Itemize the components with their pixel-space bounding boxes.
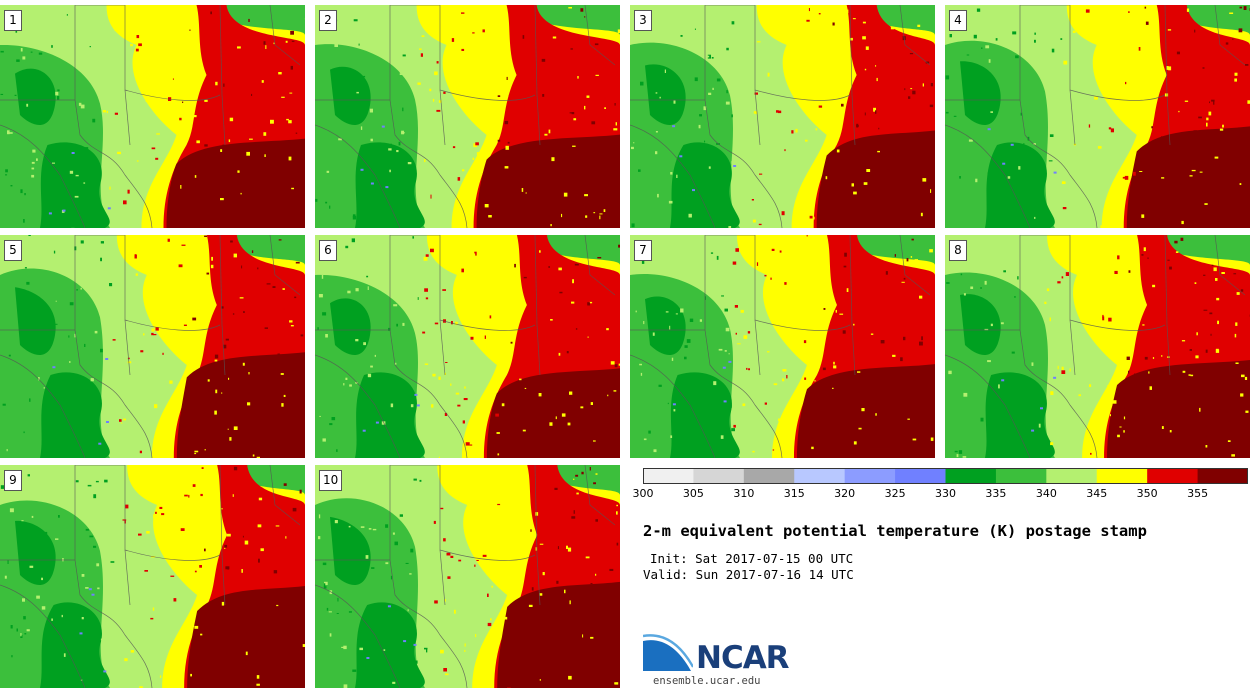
colorbar-swatch [1046, 468, 1098, 484]
colorbar [643, 468, 1248, 484]
member-panel-8: 8 [945, 235, 1250, 458]
eq-pot-temp-map [945, 5, 1250, 228]
member-panel-9: 9 [0, 465, 305, 688]
member-label: 4 [949, 10, 967, 31]
colorbar-tick-label: 345 [1086, 487, 1108, 500]
member-label: 1 [4, 10, 22, 31]
colorbar-tick-label: 315 [783, 487, 805, 500]
member-panel-4: 4 [945, 5, 1250, 228]
colorbar-tick-label: 340 [1035, 487, 1057, 500]
eq-pot-temp-map [0, 235, 305, 458]
init-time: Init: Sat 2017-07-15 00 UTC [650, 551, 854, 566]
eq-pot-temp-map [630, 235, 935, 458]
colorbar-tick-label: 330 [935, 487, 956, 500]
colorbar-swatch [844, 468, 896, 484]
valid-time: Valid: Sun 2017-07-16 14 UTC [643, 567, 854, 582]
eq-pot-temp-map [0, 465, 305, 688]
eq-pot-temp-map [630, 5, 935, 228]
colorbar-tick-label: 320 [834, 487, 856, 500]
colorbar-tick-label: 335 [985, 487, 1007, 500]
eq-pot-temp-map [0, 5, 305, 228]
member-panel-1: 1 [0, 5, 305, 228]
member-label: 3 [634, 10, 652, 31]
website-url: ensemble.ucar.edu [653, 675, 761, 687]
member-label: 5 [4, 240, 22, 261]
colorbar-tick-label: 355 [1187, 487, 1209, 500]
member-label: 7 [634, 240, 652, 261]
member-panel-10: 10 [315, 465, 620, 688]
colorbar-swatch [643, 468, 694, 484]
colorbar-tick-label: 325 [884, 487, 906, 500]
colorbar-swatch [1197, 468, 1248, 484]
colorbar-swatch [895, 468, 946, 484]
ncar-logo-text: NCAR [696, 640, 790, 676]
ncar-logo-icon [643, 634, 693, 671]
eq-pot-temp-map [315, 5, 620, 228]
eq-pot-temp-map [315, 465, 620, 688]
member-label: 9 [4, 470, 22, 491]
figure-title: 2-m equivalent potential temperature (K)… [643, 522, 1147, 540]
colorbar-swatch [743, 468, 795, 484]
colorbar-tick-label: 350 [1136, 487, 1158, 500]
member-panel-3: 3 [630, 5, 935, 228]
colorbar-swatch [1147, 468, 1199, 484]
member-label: 10 [319, 470, 343, 491]
member-panel-7: 7 [630, 235, 935, 458]
colorbar-tick-label: 305 [682, 487, 704, 500]
colorbar-swatch [794, 468, 846, 484]
eq-pot-temp-map [945, 235, 1250, 458]
member-panel-6: 6 [315, 235, 620, 458]
colorbar-tick-label: 310 [733, 487, 755, 500]
colorbar-swatch [995, 468, 1047, 484]
member-panel-2: 2 [315, 5, 620, 228]
member-panel-5: 5 [0, 235, 305, 458]
colorbar-swatch [945, 468, 997, 484]
member-label: 8 [949, 240, 967, 261]
colorbar-tick-label: 300 [632, 487, 654, 500]
colorbar-swatch [693, 468, 745, 484]
colorbar-swatch [1096, 468, 1148, 484]
eq-pot-temp-map [315, 235, 620, 458]
member-label: 6 [319, 240, 337, 261]
member-label: 2 [319, 10, 337, 31]
